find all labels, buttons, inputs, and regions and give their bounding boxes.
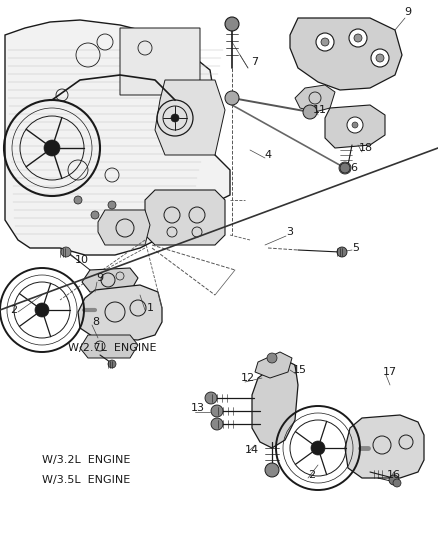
Circle shape (337, 247, 347, 257)
Text: 4: 4 (265, 150, 272, 160)
Circle shape (354, 34, 362, 42)
Text: W/3.5L  ENGINE: W/3.5L ENGINE (42, 475, 130, 485)
Circle shape (303, 105, 317, 119)
Circle shape (321, 38, 329, 46)
Polygon shape (145, 190, 225, 245)
Circle shape (211, 418, 223, 430)
Text: 9: 9 (404, 7, 412, 17)
Polygon shape (345, 415, 424, 478)
Circle shape (108, 360, 116, 368)
Text: 2: 2 (308, 470, 315, 480)
Polygon shape (82, 268, 138, 292)
Circle shape (393, 479, 401, 487)
Polygon shape (5, 20, 230, 255)
Circle shape (376, 54, 384, 62)
Circle shape (74, 196, 82, 204)
Circle shape (371, 49, 389, 67)
Circle shape (311, 441, 325, 455)
Circle shape (265, 463, 279, 477)
Circle shape (35, 303, 49, 317)
Circle shape (339, 162, 351, 174)
Polygon shape (295, 85, 335, 112)
Text: 11: 11 (313, 105, 327, 115)
Text: 16: 16 (387, 470, 401, 480)
Circle shape (171, 114, 179, 122)
Polygon shape (255, 352, 292, 378)
Text: 15: 15 (293, 365, 307, 375)
Text: 1: 1 (146, 303, 153, 313)
Text: 3: 3 (286, 227, 293, 237)
Circle shape (347, 117, 363, 133)
Circle shape (267, 353, 277, 363)
Text: 8: 8 (92, 317, 99, 327)
Circle shape (225, 17, 239, 31)
Text: 17: 17 (383, 367, 397, 377)
Polygon shape (78, 285, 162, 340)
Polygon shape (252, 360, 298, 448)
Text: 6: 6 (350, 163, 357, 173)
Text: 9: 9 (96, 273, 103, 283)
Circle shape (205, 392, 217, 404)
Polygon shape (290, 18, 402, 90)
Text: 10: 10 (75, 255, 89, 265)
Text: W/2.7L  ENGINE: W/2.7L ENGINE (68, 343, 156, 353)
Circle shape (211, 405, 223, 417)
Text: 13: 13 (191, 403, 205, 413)
Polygon shape (98, 210, 150, 245)
Circle shape (91, 211, 99, 219)
Text: W/3.2L  ENGINE: W/3.2L ENGINE (42, 455, 131, 465)
Circle shape (225, 91, 239, 105)
Polygon shape (325, 105, 385, 148)
Polygon shape (120, 28, 200, 95)
Text: 5: 5 (353, 243, 360, 253)
Circle shape (389, 475, 399, 485)
Text: 14: 14 (245, 445, 259, 455)
Circle shape (349, 29, 367, 47)
Text: 18: 18 (359, 143, 373, 153)
Circle shape (352, 122, 358, 128)
Circle shape (108, 201, 116, 209)
Polygon shape (80, 335, 138, 358)
Polygon shape (155, 80, 225, 155)
Circle shape (61, 247, 71, 257)
Circle shape (316, 33, 334, 51)
Circle shape (44, 140, 60, 156)
Circle shape (340, 163, 350, 173)
Text: 12: 12 (241, 373, 255, 383)
Text: 7: 7 (251, 57, 258, 67)
Text: 2: 2 (11, 305, 18, 315)
